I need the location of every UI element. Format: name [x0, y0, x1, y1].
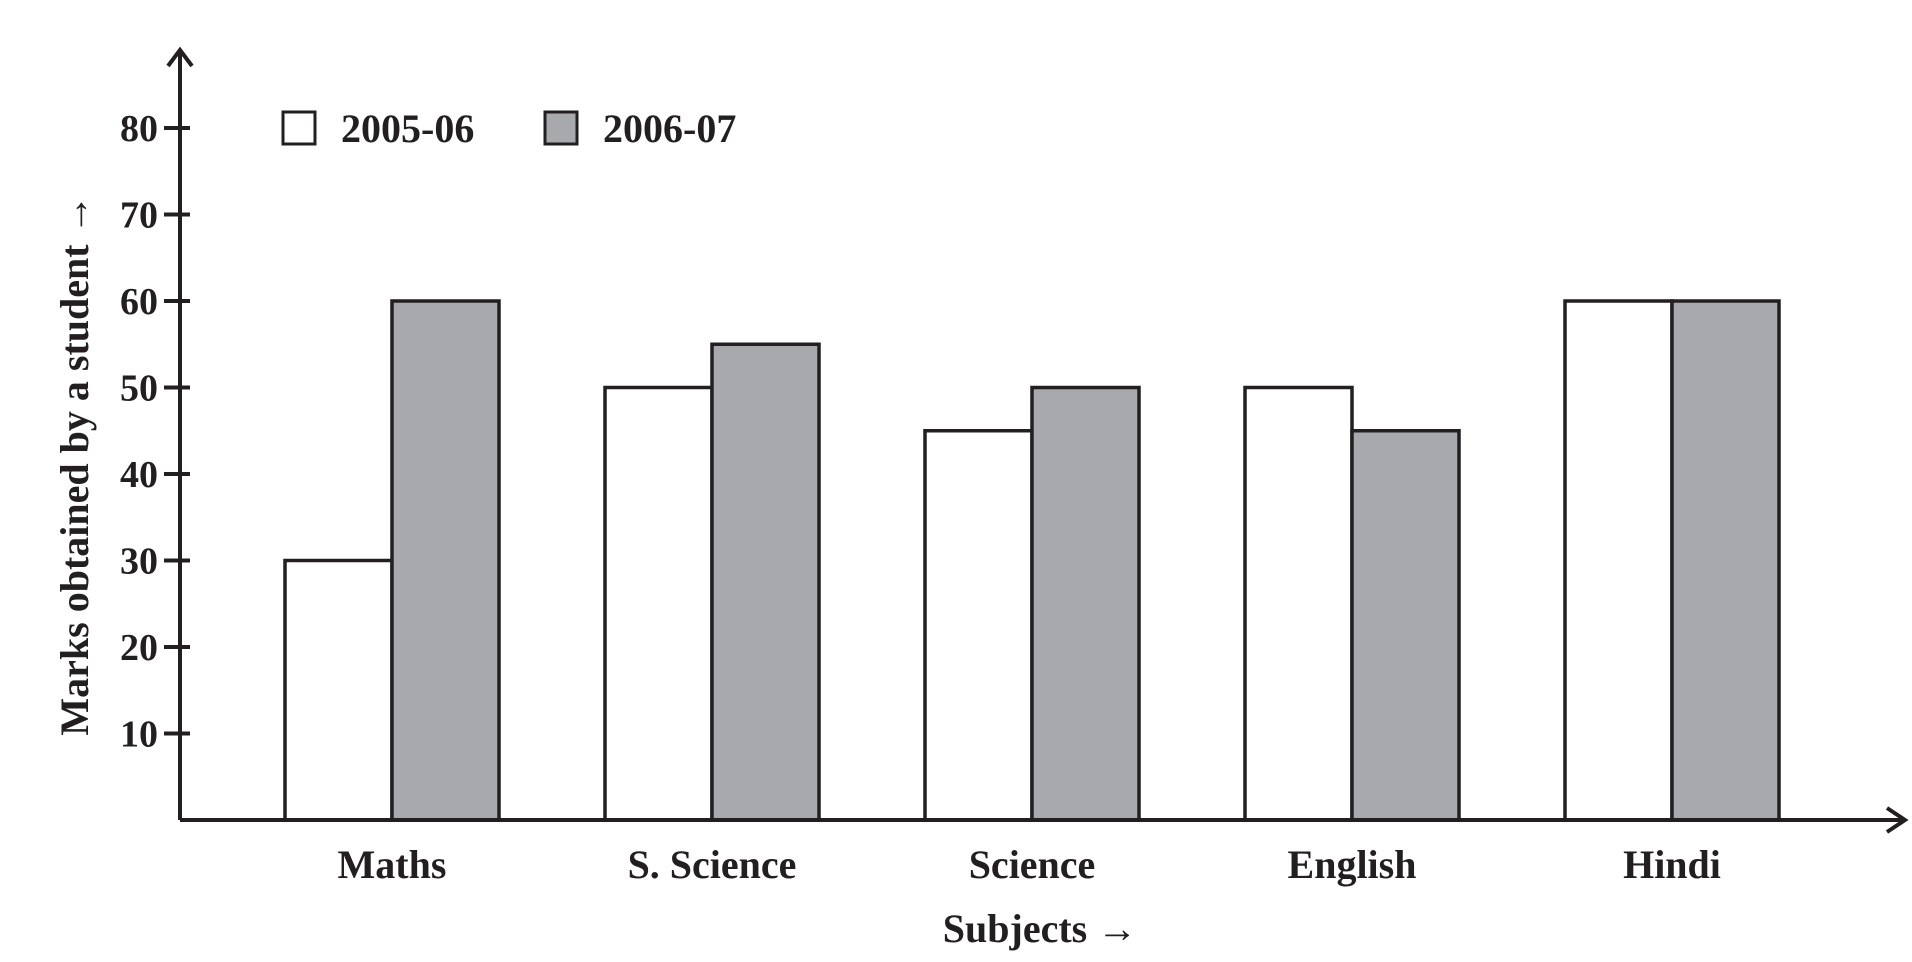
y-tick-label-10: 10 [120, 714, 158, 756]
y-tick-label-50: 50 [120, 368, 158, 410]
x-category-label-s-science: S. Science [628, 842, 797, 887]
bar-english-2006-07 [1350, 429, 1461, 822]
y-tick-label-70: 70 [120, 195, 158, 237]
legend-label-2005-06: 2005-06 [341, 106, 474, 151]
y-axis-arrowhead [166, 46, 194, 68]
bar-hindi-2005-06 [1563, 299, 1674, 822]
legend-swatch-2006-07 [543, 110, 579, 146]
axes-group [166, 46, 1909, 834]
y-ticks-group: 10 20 30 40 50 60 70 80 [120, 108, 190, 756]
legend: 2005-06 2006-07 [281, 106, 736, 151]
x-axis-title: Subjects → [943, 906, 1137, 951]
x-category-label-maths: Maths [338, 842, 447, 887]
bars-group [283, 299, 1781, 822]
category-labels-group: Maths S. Science Science English Hindi [338, 842, 1721, 887]
bar-science-2005-06 [923, 429, 1034, 822]
x-axis-arrowhead [1885, 806, 1909, 834]
y-tick-label-80: 80 [120, 108, 158, 150]
y-tick-label-30: 30 [120, 541, 158, 583]
legend-swatch-2005-06 [281, 110, 317, 146]
x-category-label-english: English [1288, 842, 1417, 887]
bar-s-science-2005-06 [603, 385, 714, 822]
y-axis-title: Marks obtained by a student → [52, 194, 97, 735]
bar-hindi-2006-07 [1670, 299, 1781, 822]
bar-maths-2005-06 [283, 558, 394, 822]
legend-label-2006-07: 2006-07 [603, 106, 736, 151]
x-category-label-science: Science [969, 842, 1096, 887]
bar-maths-2006-07 [390, 299, 501, 822]
y-tick-label-60: 60 [120, 281, 158, 323]
bar-science-2006-07 [1030, 385, 1141, 822]
x-category-label-hindi: Hindi [1623, 842, 1721, 887]
bar-english-2005-06 [1243, 385, 1354, 822]
y-tick-label-20: 20 [120, 627, 158, 669]
bar-s-science-2006-07 [710, 342, 821, 822]
y-tick-label-40: 40 [120, 454, 158, 496]
